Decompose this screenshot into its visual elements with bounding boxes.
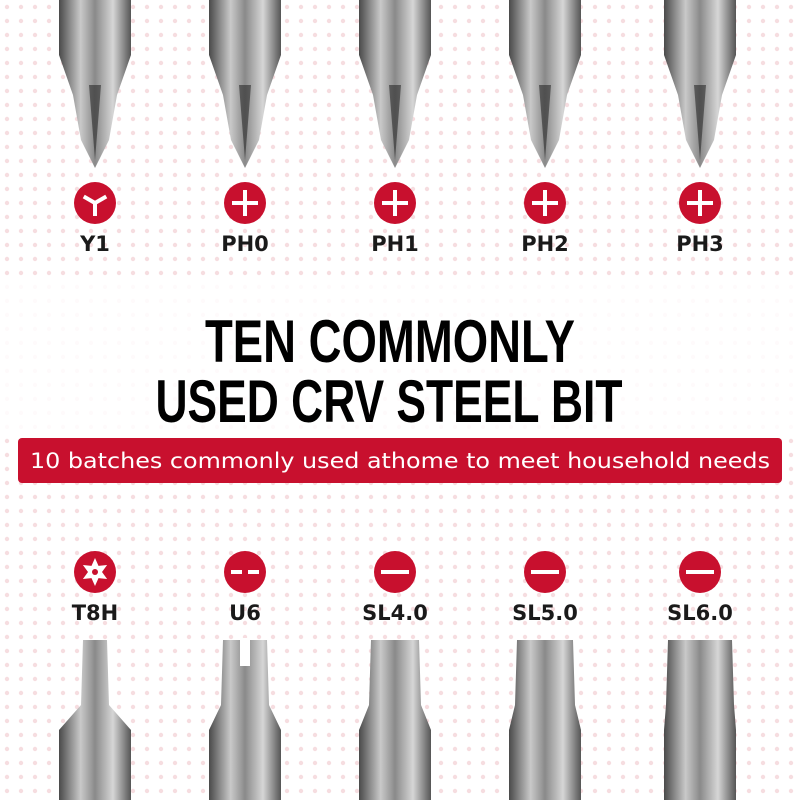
bit-label: PH1 — [371, 232, 419, 256]
bit-shaft — [359, 730, 431, 800]
bit-tip — [59, 640, 131, 730]
headline-line: USED CRV STEEL BIT — [156, 368, 623, 435]
bit-label: SL4.0 — [362, 601, 428, 625]
bit-flute — [694, 85, 706, 160]
bit-label: Y1 — [79, 232, 110, 256]
bit-flute — [239, 85, 251, 160]
bit-label: PH2 — [521, 232, 569, 256]
bit-label: T8H — [72, 601, 119, 625]
bit-shaft — [509, 0, 581, 55]
bit-tip — [509, 640, 581, 730]
bit-shaft — [209, 730, 281, 800]
bit-label: SL6.0 — [667, 601, 733, 625]
bit-tip — [209, 640, 281, 730]
bit-shaft — [209, 0, 281, 55]
bit-slot — [240, 638, 250, 666]
bit-shaft — [664, 730, 736, 800]
subtitle-banner — [18, 438, 782, 483]
bit-flute — [539, 85, 551, 160]
bit-flute — [389, 85, 401, 160]
bit-label: U6 — [229, 601, 261, 625]
bit-label: SL5.0 — [512, 601, 578, 625]
subtitle: 10 batches commonly used athome to meet … — [30, 449, 770, 473]
bit-shaft — [59, 730, 131, 800]
bit-tip — [664, 640, 736, 730]
icon-stroke — [94, 194, 108, 205]
icon-hole — [92, 569, 98, 575]
bit-tip — [359, 640, 431, 730]
bit-flute — [89, 85, 101, 160]
bit-label: PH3 — [676, 232, 724, 256]
bit-shaft — [509, 730, 581, 800]
bits: Y1 PH0 PH1 PH2 PH3 T8H U6 SL4.0 SL5.0 SL6.0 — [59, 0, 736, 800]
headline-line: TEN COMMONLY — [205, 308, 575, 375]
bit-shaft — [664, 0, 736, 55]
icon-notch — [242, 570, 248, 576]
bit-label: PH0 — [221, 232, 269, 256]
icon-stroke — [82, 194, 96, 205]
bit-shaft — [359, 0, 431, 55]
bit-shaft — [59, 0, 131, 55]
title-backdrop — [0, 280, 800, 430]
